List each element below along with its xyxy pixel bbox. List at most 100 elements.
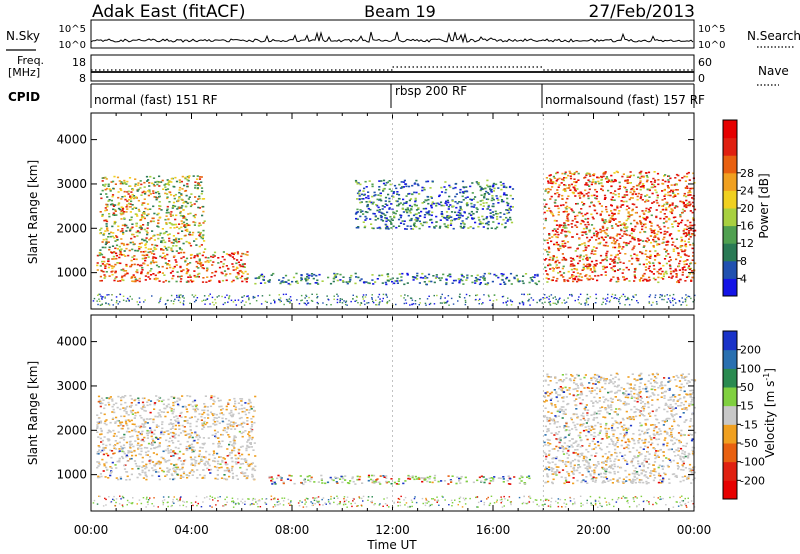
echo-cell xyxy=(505,186,508,189)
echo-cell xyxy=(503,185,506,187)
echo-cell xyxy=(367,191,370,193)
echo-cell xyxy=(107,303,110,305)
echo-cell xyxy=(243,458,246,461)
echo-cell xyxy=(346,304,348,306)
echo-cell xyxy=(96,269,99,271)
echo-cell xyxy=(187,198,190,200)
echo-cell xyxy=(159,437,162,439)
echo-cell xyxy=(557,272,560,274)
echo-cell xyxy=(371,297,373,299)
echo-cell xyxy=(382,182,386,185)
echo-cell xyxy=(674,195,677,197)
echo-cell xyxy=(414,197,417,200)
echo-cell xyxy=(166,253,169,256)
echo-cell xyxy=(433,303,436,305)
echo-cell xyxy=(196,442,199,444)
echo-cell xyxy=(241,445,244,448)
echo-cell xyxy=(140,194,143,196)
echo-cell xyxy=(246,417,249,419)
echo-cell xyxy=(656,233,659,236)
echo-cell xyxy=(404,208,407,211)
echo-cell xyxy=(683,175,686,178)
echo-cell xyxy=(180,226,183,229)
echo-cell xyxy=(209,472,212,474)
echo-cell xyxy=(581,269,584,271)
echo-cell xyxy=(261,275,265,278)
echo-cell xyxy=(687,267,690,269)
echo-cell xyxy=(107,454,110,457)
echo-cell xyxy=(222,265,225,268)
echo-cell xyxy=(289,283,292,286)
echo-cell xyxy=(218,467,221,469)
echo-cell xyxy=(129,447,132,449)
echo-cell xyxy=(174,238,177,241)
echo-cell xyxy=(466,196,469,198)
echo-cell xyxy=(104,176,107,179)
echo-cell xyxy=(633,268,637,270)
echo-cell xyxy=(641,228,644,231)
echo-cell xyxy=(176,468,179,470)
echo-cell xyxy=(632,230,635,232)
echo-cell xyxy=(149,418,152,420)
echo-cell xyxy=(359,183,362,186)
echo-cell xyxy=(551,229,554,232)
echo-cell xyxy=(547,278,550,280)
echo-cell xyxy=(137,246,141,248)
echo-cell xyxy=(198,195,201,198)
echo-cell xyxy=(174,298,176,301)
echo-cell xyxy=(141,430,144,433)
echo-cell xyxy=(272,272,275,275)
echo-cell xyxy=(683,240,686,243)
echo-cell xyxy=(411,228,415,230)
echo-cell xyxy=(158,444,161,446)
echo-cell xyxy=(151,441,154,444)
echo-cell xyxy=(106,205,109,208)
echo-cell xyxy=(157,460,160,463)
colorbar-cell xyxy=(723,172,737,191)
echo-cell xyxy=(123,190,126,193)
echo-cell xyxy=(521,300,524,303)
echo-cell xyxy=(149,274,153,276)
echo-cell xyxy=(586,293,589,296)
echo-cell xyxy=(597,180,600,183)
echo-cell xyxy=(645,249,648,252)
echo-cell xyxy=(246,463,249,465)
echo-cell xyxy=(237,261,240,264)
echo-cell xyxy=(495,183,498,186)
echo-cell xyxy=(116,176,120,179)
echo-cell xyxy=(509,185,512,188)
echo-cell xyxy=(687,275,690,278)
echo-cell xyxy=(108,430,111,433)
echo-cell xyxy=(173,466,176,469)
echo-cell xyxy=(382,190,385,192)
colorbar-tick-label: 16 xyxy=(740,220,754,233)
echo-cell xyxy=(160,209,163,211)
echo-cell xyxy=(176,417,179,420)
echo-cell xyxy=(148,462,151,465)
echo-cell xyxy=(681,274,684,276)
echo-cell xyxy=(120,242,123,245)
echo-cell xyxy=(691,187,694,190)
echo-cell xyxy=(153,239,156,241)
freq-tick-bottom-right: 0 xyxy=(698,72,705,85)
echo-cell xyxy=(213,274,216,277)
echo-cell xyxy=(192,221,195,223)
echo-cell xyxy=(177,447,180,450)
echo-cell xyxy=(588,256,591,259)
echo-cell xyxy=(552,215,555,217)
echo-cell xyxy=(378,304,380,306)
echo-cell xyxy=(379,214,382,217)
echo-cell xyxy=(278,294,280,296)
echo-cell xyxy=(274,300,276,303)
echo-cell xyxy=(631,257,634,260)
echo-cell xyxy=(229,441,232,443)
echo-cell xyxy=(107,401,110,404)
echo-cell xyxy=(131,256,134,258)
echo-cell xyxy=(99,427,102,430)
echo-cell xyxy=(416,278,419,280)
echo-cell xyxy=(479,203,482,206)
echo-cell xyxy=(382,188,385,191)
echo-cell xyxy=(385,293,387,296)
echo-cell xyxy=(653,240,656,243)
echo-cell xyxy=(288,298,291,300)
